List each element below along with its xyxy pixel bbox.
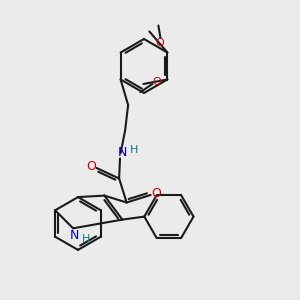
Text: O: O xyxy=(86,160,96,173)
Text: N: N xyxy=(117,146,127,160)
Text: O: O xyxy=(152,76,161,87)
Text: O: O xyxy=(155,38,164,49)
Text: O: O xyxy=(151,187,161,200)
Text: H: H xyxy=(82,234,90,244)
Text: H: H xyxy=(130,145,138,155)
Text: N: N xyxy=(70,229,79,242)
